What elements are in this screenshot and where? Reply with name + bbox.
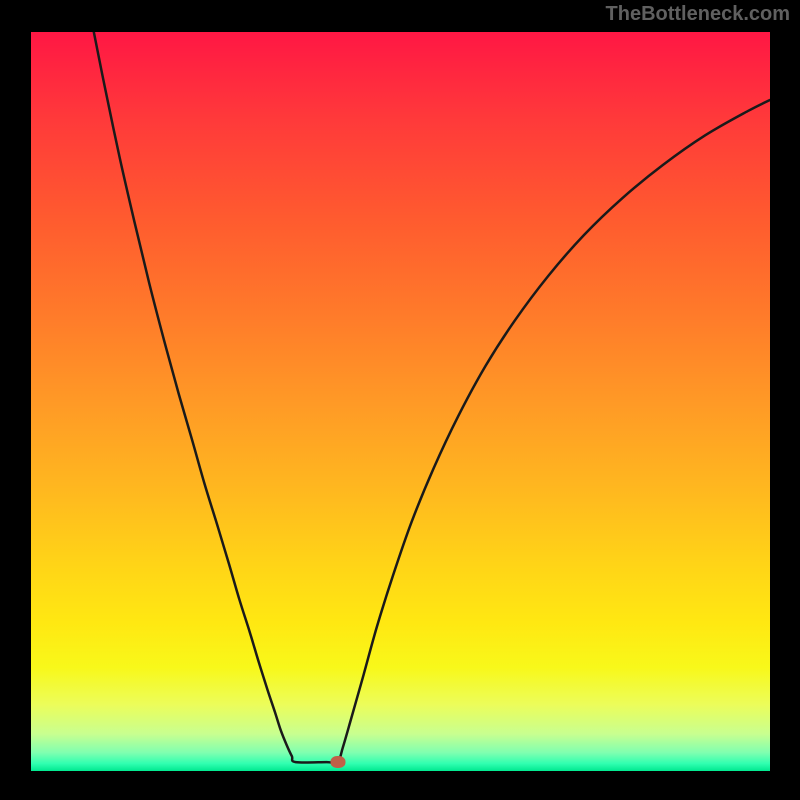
watermark-text: TheBottleneck.com (606, 3, 790, 26)
optimal-point-marker (330, 756, 345, 768)
chart-frame: TheBottleneck.com (0, 0, 800, 800)
bottleneck-curve (31, 32, 770, 771)
plot-area (31, 32, 770, 771)
